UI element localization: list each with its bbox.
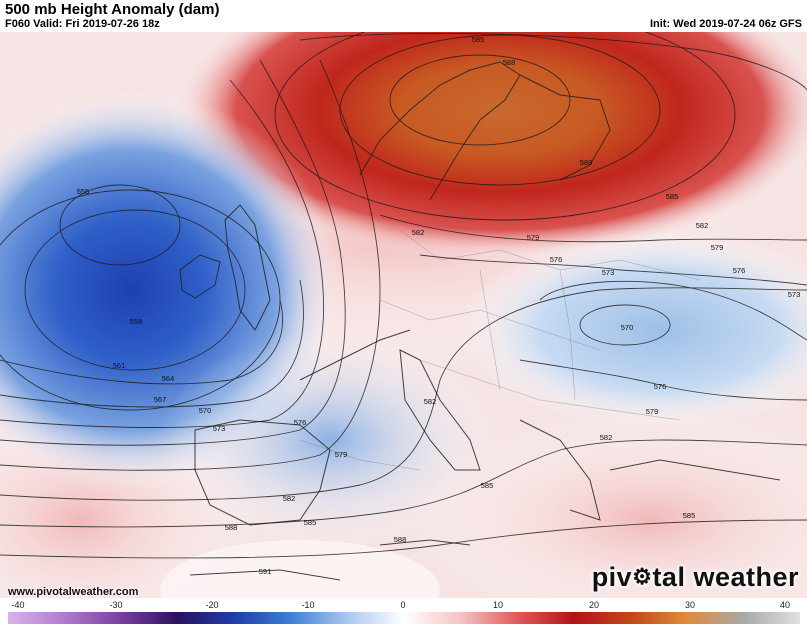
contour-label: 576 (733, 266, 746, 275)
contour-label: 570 (199, 406, 212, 415)
colorbar-ticks: -40 -30 -20 -10 0 10 20 30 40 (0, 600, 807, 612)
contour-label: 585 (472, 35, 485, 44)
contour-label: 573 (213, 424, 226, 433)
map-title: 500 mb Height Anomaly (dam) (5, 1, 220, 18)
contour-label: 582 (283, 494, 296, 503)
contour-label: 588 (394, 535, 407, 544)
contour-label: 576 (654, 382, 667, 391)
brand-logo: piv⚙tal weather (591, 562, 799, 592)
contour-label: 585 (666, 192, 679, 201)
contour-label: 576 (550, 255, 563, 264)
contour-label: 561 (113, 361, 126, 370)
contour-label: 585 (481, 481, 494, 490)
anomaly-map: 555 558 561 564 567 570 573 576 579 582 … (0, 32, 807, 598)
contour-label: 579 (711, 243, 724, 252)
contour-label: 582 (696, 221, 709, 230)
colorbar-tick: 10 (492, 600, 504, 610)
contour-label: 579 (646, 407, 659, 416)
contour-label: 555 (77, 187, 90, 196)
contour-label: 585 (304, 518, 317, 527)
colorbar-tick: 0 (400, 600, 406, 610)
valid-time: F060 Valid: Fri 2019-07-26 18z (5, 18, 160, 30)
contour-label: 585 (683, 511, 696, 520)
contour-label: 573 (788, 290, 801, 299)
contour-label: 558 (130, 317, 143, 326)
init-time: Init: Wed 2019-07-24 06z GFS (649, 18, 802, 30)
contour-label: 591 (259, 567, 272, 576)
contour-label: 579 (335, 450, 348, 459)
contour-label: 579 (527, 233, 540, 242)
contour-label: 564 (162, 374, 175, 383)
colorbar-tick: 30 (684, 600, 696, 610)
colorbar-tick: -30 (109, 600, 123, 610)
contour-label: 588 (580, 158, 593, 167)
header: 500 mb Height Anomaly (dam) F060 Valid: … (0, 0, 807, 32)
colorbar-gradient (8, 612, 800, 624)
gear-icon: ⚙ (632, 564, 653, 589)
colorbar-tick: 20 (588, 600, 600, 610)
contour-label: 567 (154, 395, 167, 404)
contour-label: 582 (424, 397, 437, 406)
website-url: www.pivotalweather.com (8, 586, 139, 598)
contour-label: 582 (412, 228, 425, 237)
contour-label: 576 (294, 418, 307, 427)
colorbar (8, 612, 800, 624)
contour-label: 588 (225, 523, 238, 532)
contour-label: 582 (600, 433, 613, 442)
colorbar-tick: -10 (301, 600, 315, 610)
colorbar-tick: -20 (205, 600, 219, 610)
contour-label: 570 (621, 323, 634, 332)
contour-label: 588 (503, 58, 516, 67)
contour-label: 573 (602, 268, 615, 277)
colorbar-tick: -40 (11, 600, 25, 610)
colorbar-tick: 40 (779, 600, 791, 610)
